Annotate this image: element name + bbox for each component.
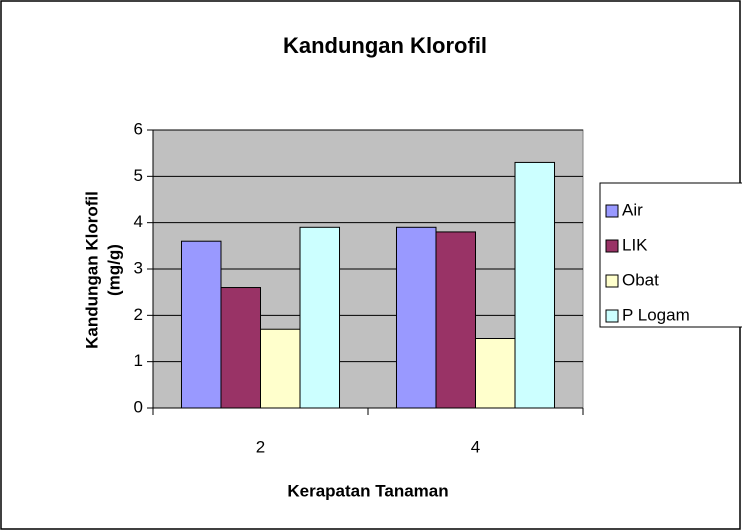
x-tick-label: 4 — [471, 437, 480, 456]
y-tick-label: 2 — [134, 305, 143, 324]
legend-swatch — [605, 239, 619, 253]
y-tick-label: 3 — [134, 258, 143, 277]
y-axis-label-line: Kandungan Klorofil — [82, 191, 101, 349]
legend-swatch — [605, 274, 619, 288]
legend-label: P Logam — [622, 305, 690, 324]
bar — [475, 338, 516, 409]
y-tick-label: 0 — [134, 397, 143, 416]
y-axis-label-line: (mg/g) — [104, 244, 123, 296]
bar — [435, 231, 476, 409]
y-tick-label: 1 — [134, 351, 143, 370]
y-tick-label: 6 — [134, 119, 143, 138]
bar — [395, 226, 437, 409]
y-tick-label: 5 — [134, 166, 143, 185]
bar — [299, 226, 341, 409]
bar — [220, 287, 261, 409]
legend-label: Obat — [622, 270, 659, 289]
legend-box — [599, 182, 742, 328]
x-tick-label: 2 — [256, 437, 265, 456]
y-axis-label: Kandungan Klorofil (mg/g) — [82, 191, 123, 349]
x-axis-label: Kerapatan Tanaman — [287, 481, 448, 500]
bar — [180, 240, 222, 409]
chart-title: Kandungan Klorofil — [283, 33, 487, 58]
legend-label: LIK — [622, 235, 648, 254]
legend-label: Air — [622, 200, 643, 219]
y-tick-label: 4 — [134, 212, 143, 231]
bar — [260, 328, 301, 409]
legend-swatch — [605, 309, 619, 323]
bar — [514, 161, 556, 409]
legend-swatch — [605, 204, 619, 218]
